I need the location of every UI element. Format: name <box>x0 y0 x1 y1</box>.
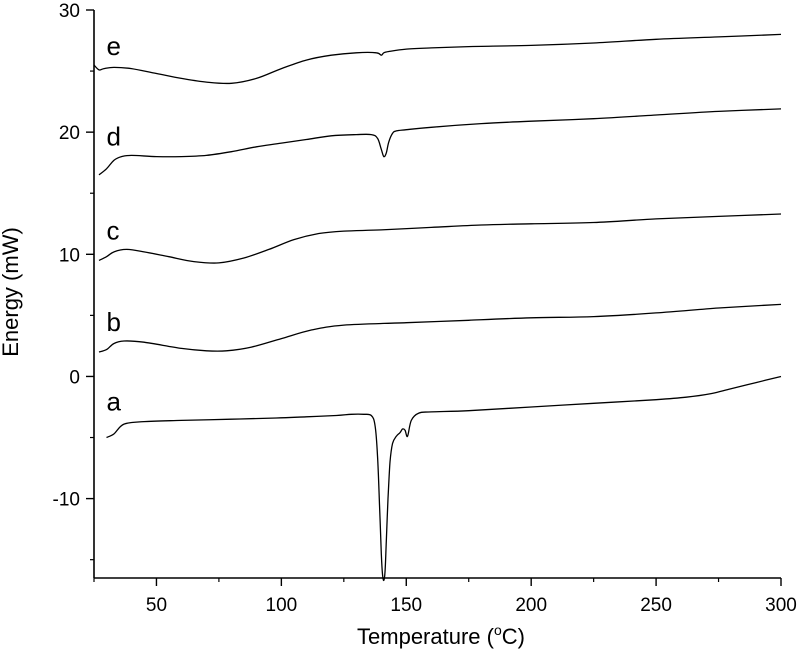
series-line-b <box>98 303 782 353</box>
y-tick-label: 0 <box>69 367 80 388</box>
x-tick-label: 250 <box>640 595 672 616</box>
series-label-c: c <box>106 215 119 245</box>
y-axis: -10 0 10 20 30 <box>53 1 94 561</box>
series-label-e: e <box>106 31 120 61</box>
series-label-a: a <box>106 386 121 416</box>
x-tick-label: 200 <box>515 595 547 616</box>
x-axis-title: Temperature (oC) <box>357 622 525 649</box>
x-axis-title-main: Temperature ( <box>357 624 495 649</box>
series-label-b: b <box>106 307 120 337</box>
series-line-d <box>98 108 782 176</box>
x-tick-label: 150 <box>390 595 422 616</box>
x-axis-title-unit: C) <box>502 624 525 649</box>
series-line-e <box>93 33 782 85</box>
series-line-a <box>106 375 782 582</box>
y-tick-label: 30 <box>59 1 80 22</box>
y-axis-title: Energy (mW) <box>0 227 23 357</box>
series-group <box>93 33 782 582</box>
plot-frame <box>93 10 781 579</box>
y-tick-label: 10 <box>59 245 80 266</box>
x-tick-label: 100 <box>266 595 298 616</box>
x-tick-label: 300 <box>765 595 797 616</box>
series-label-d: d <box>106 121 120 151</box>
series-line-c <box>98 213 782 264</box>
y-tick-label: -10 <box>53 490 80 511</box>
series-labels: a b c d e <box>106 31 121 416</box>
x-axis: 50 100 150 200 250 300 <box>93 578 797 616</box>
x-tick-label: 50 <box>146 595 167 616</box>
y-tick-label: 20 <box>59 123 80 144</box>
x-axis-title-degree: o <box>494 622 502 638</box>
